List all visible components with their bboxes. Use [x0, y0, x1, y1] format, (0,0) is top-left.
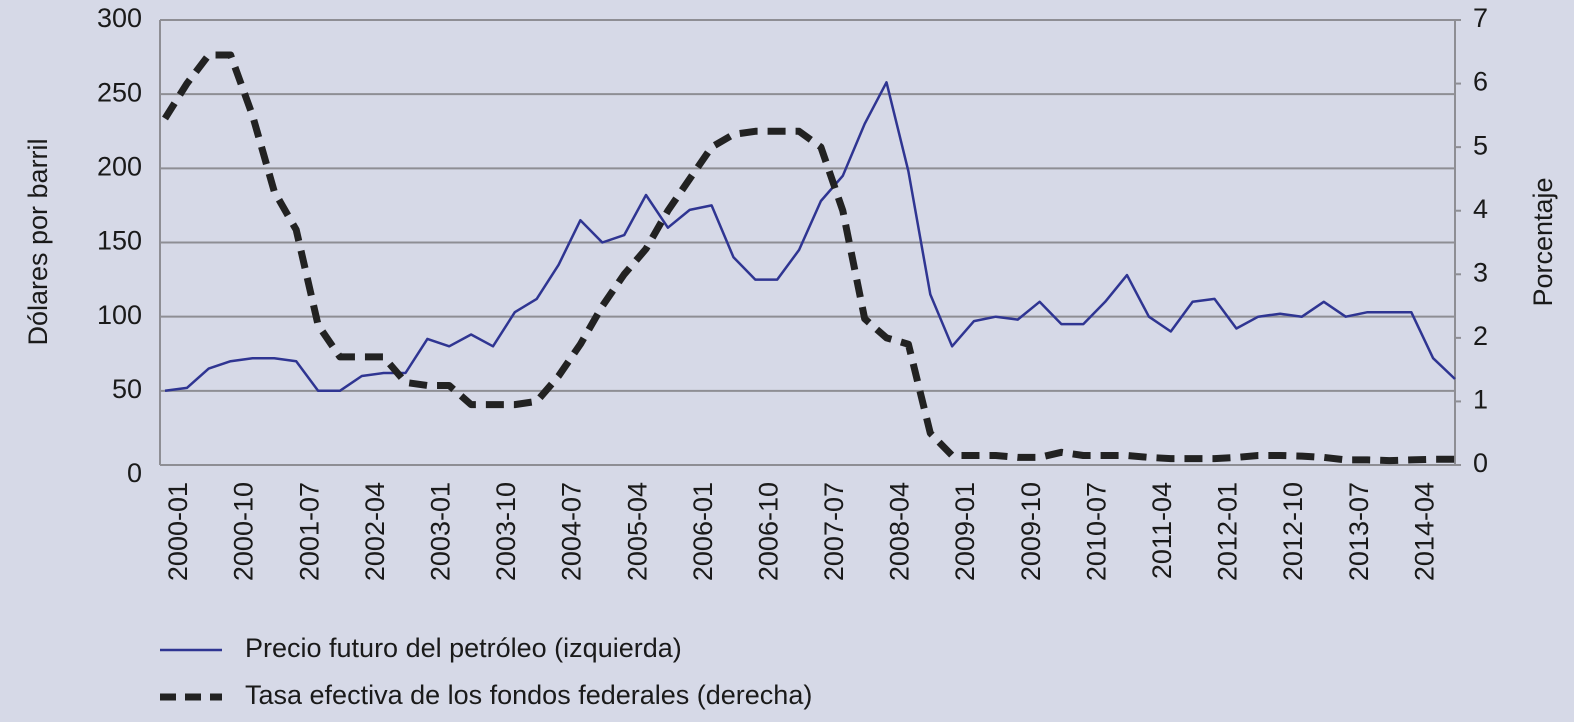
y-axis-label: Dólares por barril	[23, 138, 53, 345]
y-tick-label: 100	[97, 300, 142, 330]
y2-tick-label: 6	[1473, 67, 1488, 97]
x-tick-label: 2009-10	[1016, 482, 1046, 581]
y-tick-label: 0	[127, 458, 142, 488]
y-tick-label: 150	[97, 226, 142, 256]
y-tick-label: 50	[112, 374, 142, 404]
x-tick-label: 2012-10	[1278, 482, 1308, 581]
y2-tick-label: 2	[1473, 321, 1488, 351]
x-tick-label: 2012-01	[1213, 482, 1243, 581]
legend-label: Precio futuro del petróleo (izquierda)	[245, 633, 682, 663]
x-tick-label: 2004-07	[557, 482, 587, 581]
x-tick-label: 2011-04	[1147, 482, 1177, 579]
y2-tick-label: 1	[1473, 385, 1488, 415]
y-tick-label: 250	[97, 77, 142, 107]
y2-axis-label: Porcentaje	[1528, 177, 1558, 306]
legend-label: Tasa efectiva de los fondos federales (d…	[245, 680, 812, 710]
x-tick-label: 2000-01	[163, 482, 193, 581]
x-tick-label: 2008-04	[885, 482, 915, 581]
y-tick-label: 300	[97, 3, 142, 33]
x-tick-label: 2014-04	[1409, 482, 1439, 581]
x-tick-label: 2006-10	[753, 482, 783, 581]
y2-tick-label: 7	[1473, 3, 1488, 33]
x-tick-label: 2009-01	[950, 482, 980, 581]
y2-tick-label: 5	[1473, 130, 1488, 160]
y-tick-label: 200	[97, 151, 142, 181]
series-line	[162, 51, 1455, 465]
x-tick-label: 2000-10	[229, 482, 259, 581]
y2-tick-label: 3	[1473, 257, 1488, 287]
x-tick-label: 2007-07	[819, 482, 849, 581]
y2-tick-label: 4	[1473, 194, 1488, 224]
x-tick-label: 2002-04	[360, 482, 390, 581]
x-tick-label: 2006-01	[688, 482, 718, 581]
x-tick-label: 2003-01	[425, 482, 455, 581]
x-tick-label: 2010-07	[1081, 482, 1111, 581]
x-tick-label: 2001-07	[294, 482, 324, 581]
x-tick-label: 2003-10	[491, 482, 521, 581]
y2-tick-label: 0	[1473, 448, 1488, 478]
x-tick-label: 2005-04	[622, 482, 652, 581]
x-tick-label: 2013-07	[1344, 482, 1374, 581]
series-line	[164, 81, 1456, 393]
